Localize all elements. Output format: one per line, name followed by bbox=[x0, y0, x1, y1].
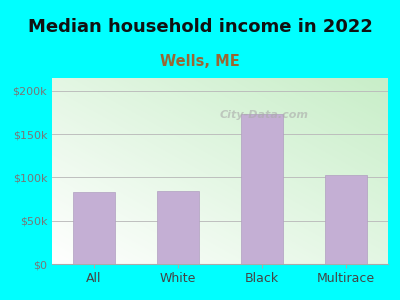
Text: Median household income in 2022: Median household income in 2022 bbox=[28, 18, 372, 36]
Bar bbox=[73, 192, 115, 264]
Text: Wells, ME: Wells, ME bbox=[160, 54, 240, 69]
Bar bbox=[241, 114, 283, 264]
Text: City-Data.com: City-Data.com bbox=[219, 110, 308, 120]
Bar bbox=[325, 175, 367, 264]
Bar bbox=[157, 191, 199, 264]
